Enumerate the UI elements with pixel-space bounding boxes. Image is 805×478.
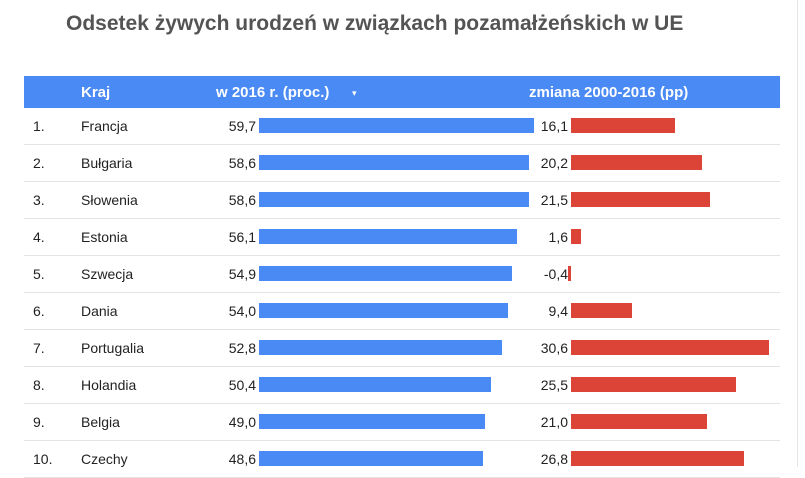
row-change-label: 25,5 (540, 377, 568, 393)
row-country: Słowenia (81, 192, 138, 208)
value-bar (259, 377, 492, 392)
table-row: 8. Holandia 50,4 25,5 (24, 367, 780, 404)
header-value-2016[interactable]: w 2016 r. (proc.) (216, 84, 330, 101)
value-bar (259, 451, 483, 466)
row-change-label: -0,4 (543, 266, 568, 282)
change-bar (571, 414, 707, 429)
row-value-label: 58,6 (228, 155, 256, 171)
row-value-label: 48,6 (228, 451, 256, 467)
row-value-label: 54,0 (228, 303, 256, 319)
value-bar (259, 229, 518, 244)
header-change[interactable]: zmiana 2000-2016 (pp) (529, 84, 689, 101)
row-value-label: 52,8 (228, 340, 256, 356)
change-bar (571, 451, 745, 466)
row-country: Dania (81, 303, 118, 319)
value-bar (259, 192, 529, 207)
table-header: Kraj w 2016 r. (proc.) ▾ zmiana 2000-201… (24, 76, 780, 108)
table-row: 3. Słowenia 58,6 21,5 (24, 182, 780, 219)
header-country[interactable]: Kraj (81, 84, 111, 101)
table-row: 7. Portugalia 52,8 30,6 (24, 330, 780, 367)
row-change-label: 26,8 (540, 451, 568, 467)
row-country: Szwecja (81, 266, 134, 282)
row-change-label: 21,5 (540, 192, 568, 208)
row-change-label: 16,1 (540, 118, 568, 134)
change-bar (571, 192, 711, 207)
table-row: 6. Dania 54,0 9,4 (24, 293, 780, 330)
row-country: Bułgaria (81, 155, 133, 171)
row-rank: 8. (33, 377, 45, 393)
row-value-label: 49,0 (228, 414, 256, 430)
table-body: 1. Francja 59,7 16,1 2. Bułgaria 58,6 20,2 3. Sło… (24, 108, 780, 478)
row-rank: 10. (33, 451, 53, 467)
row-country: Czechy (81, 451, 128, 467)
row-change-label: 30,6 (540, 340, 568, 356)
row-rank: 9. (33, 414, 45, 430)
value-bar (259, 155, 529, 170)
table-row: 5. Szwecja 54,9 -0,4 (24, 256, 780, 293)
row-country: Portugalia (81, 340, 145, 356)
row-country: Estonia (81, 229, 128, 245)
row-change-label: 21,0 (540, 414, 568, 430)
row-rank: 6. (33, 303, 45, 319)
change-bar (571, 118, 676, 133)
row-value-label: 56,1 (228, 229, 256, 245)
row-change-label: 1,6 (548, 229, 568, 245)
value-bar (259, 414, 485, 429)
value-bar (259, 266, 512, 281)
row-rank: 4. (33, 229, 45, 245)
table-row: 2. Bułgaria 58,6 20,2 (24, 145, 780, 182)
table-row: 4. Estonia 56,1 1,6 (24, 219, 780, 256)
row-change-label: 9,4 (548, 303, 568, 319)
table-row: 9. Belgia 49,0 21,0 (24, 404, 780, 441)
row-rank: 2. (33, 155, 45, 171)
row-value-label: 58,6 (228, 192, 256, 208)
change-bar (571, 155, 702, 170)
change-bar (571, 377, 736, 392)
change-bar (571, 340, 769, 355)
row-rank: 7. (33, 340, 45, 356)
row-value-label: 59,7 (228, 118, 256, 134)
row-country: Francja (81, 118, 128, 134)
table-row: 1. Francja 59,7 16,1 (24, 108, 780, 145)
change-bar (571, 229, 582, 244)
table-row: 10. Czechy 48,6 26,8 (24, 441, 780, 478)
sort-down-icon[interactable]: ▾ (352, 88, 357, 98)
value-bar (259, 303, 508, 318)
change-bar (571, 303, 632, 318)
row-rank: 3. (33, 192, 45, 208)
row-value-label: 54,9 (228, 266, 256, 282)
change-bar (568, 266, 571, 281)
row-change-label: 20,2 (540, 155, 568, 171)
value-bar (259, 340, 503, 355)
row-country: Holandia (81, 377, 137, 393)
row-country: Belgia (81, 414, 120, 430)
row-rank: 1. (33, 118, 45, 134)
row-rank: 5. (33, 266, 45, 282)
data-table: Kraj w 2016 r. (proc.) ▾ zmiana 2000-201… (24, 76, 780, 478)
chart-title: Odsetek żywych urodzeń w związkach pozam… (66, 12, 684, 35)
value-bar (259, 118, 534, 133)
frame-divider (797, 0, 798, 467)
row-value-label: 50,4 (228, 377, 256, 393)
